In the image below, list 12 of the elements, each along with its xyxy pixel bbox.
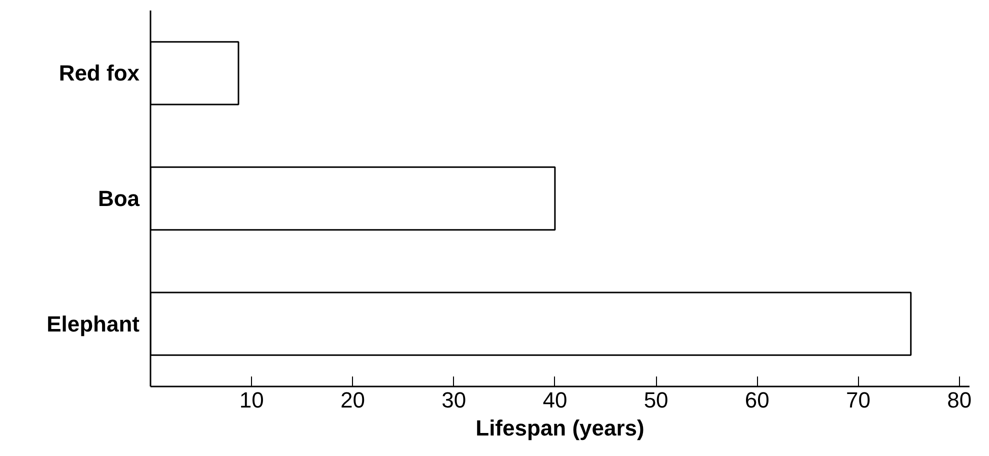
- x-tick-label: 80: [947, 388, 972, 412]
- x-tick-label: 40: [542, 388, 568, 412]
- y-tick-label: Elephant: [46, 311, 140, 336]
- y-tick-label: Red fox: [58, 60, 140, 86]
- x-tick-label: 20: [340, 388, 365, 412]
- x-tick-label: 50: [644, 388, 668, 412]
- x-tick-label: 60: [744, 388, 770, 412]
- x-axis-title: Lifespan (years): [476, 416, 644, 440]
- x-tick-label: 10: [239, 388, 264, 412]
- y-tick-label: Boa: [98, 186, 140, 211]
- x-tick-label: 70: [846, 388, 871, 412]
- x-tick-label: 30: [442, 388, 466, 412]
